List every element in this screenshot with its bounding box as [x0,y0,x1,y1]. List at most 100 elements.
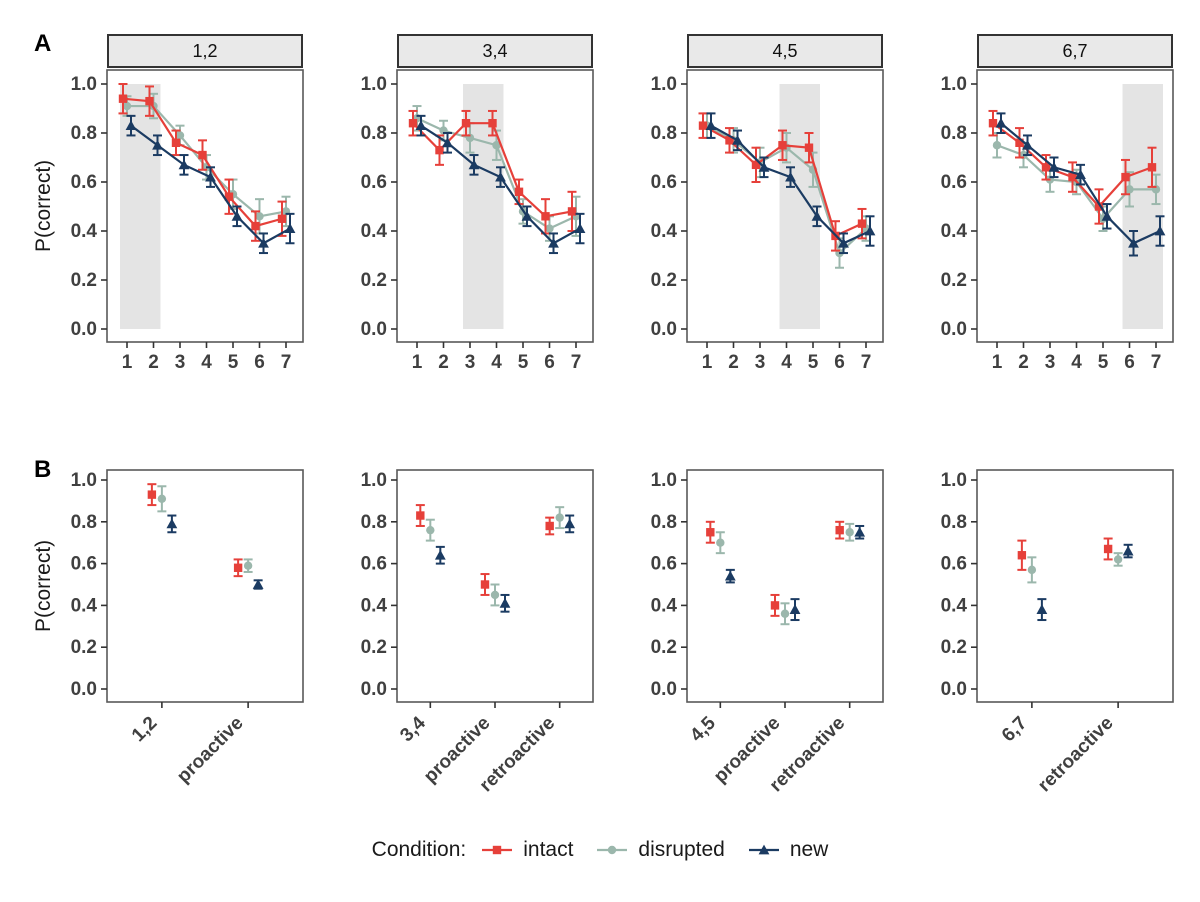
y-tick-label: 1.0 [71,74,97,95]
triangle-marker [854,526,866,537]
circle-marker [1125,185,1134,194]
triangle-marker [468,159,480,170]
x-tick-label: 1 [412,352,423,373]
circle-marker [1113,555,1123,564]
triangle-marker [564,518,576,529]
x-tick-label: 2 [728,352,739,373]
x-tick-label: 5 [1098,352,1109,373]
legend-title: Condition: [371,838,467,861]
series-intact [118,83,287,242]
x-tick-label: 1 [122,352,133,373]
triangle-marker [785,171,796,182]
triangle-marker [442,137,453,148]
square-marker [118,94,128,103]
y-tick-label: 0.0 [941,679,967,700]
series-new [995,112,1166,257]
triangle-marker [521,210,533,221]
y-tick-label: 0.6 [361,172,387,193]
series-intact [988,109,1157,225]
x-tick-label: 5 [228,352,239,373]
y-tick-label: 0.4 [941,221,968,242]
y-tick-label: 0.8 [941,123,967,144]
square-marker [1015,138,1024,147]
square-marker [1041,163,1051,172]
triangle-marker [434,549,446,560]
square-marker [493,845,502,855]
y-tick-label: 0.0 [651,319,677,340]
y-tick-label: 1.0 [651,74,677,95]
square-marker [233,563,243,572]
triangle-marker [152,139,163,150]
square-marker [751,160,761,170]
circle-marker [555,513,564,522]
y-tick-label: 0.8 [941,512,967,533]
y-tick-label: 0.4 [71,221,98,242]
triangle-marker [495,171,506,182]
y-tick-label: 0.8 [71,123,97,144]
y-tick-label: 0.4 [71,595,98,616]
square-marker [835,525,844,535]
triangle-marker [166,518,178,529]
panel-a-4,5: 0.0 0.2 0.4 0.6 0.8 1.0 1 2 3 4 5 6 7 [651,69,884,373]
legend-item-label: disrupted [638,838,725,861]
y-tick-label: 0.0 [361,319,387,340]
square-marker [514,187,524,196]
square-marker [145,96,154,106]
facet-strip-label: 6,7 [1062,40,1088,61]
y-tick-label: 0.2 [71,637,97,658]
square-marker [277,214,287,223]
y-tick-label: 0.6 [941,554,967,575]
x-tick-label: 7 [861,352,872,373]
y-tick-label: 0.8 [71,512,97,533]
series-new [1036,543,1134,622]
triangle-marker [705,120,717,131]
legend-item-disrupted: disrupted [595,838,725,862]
square-marker [416,511,425,520]
circle-marker [1027,565,1037,575]
triangle-marker [1122,545,1134,556]
legend-item-new: new [747,838,828,862]
x-tick-label: 6 [1124,352,1135,373]
y-tick-label: 0.6 [71,554,97,575]
x-tick-label: 5 [808,352,819,373]
circle-marker [780,609,790,618]
triangle-marker [864,225,876,236]
circle-marker [122,101,132,111]
triangle-marker [1075,169,1086,180]
x-tick-label: 3 [465,352,476,373]
x-tick-label: 7 [1151,352,1162,373]
triangle-marker [1048,161,1060,172]
square-marker [408,119,418,128]
panel-border [106,69,304,343]
triangle-marker [1154,225,1166,236]
y-tick-label: 0.8 [361,123,387,144]
circle-marker [716,538,725,547]
panel-b-3,4: 0.00.20.40.60.81.03,4proactiveretroactiv… [361,469,594,796]
square-marker [198,150,207,160]
series-intact [705,520,845,617]
new-key-icon [748,844,779,855]
y-tick-label: 1.0 [651,470,677,491]
series-disrupted [1027,552,1123,584]
circle-marker [426,525,435,535]
panel-b-1,2: 0.0 0.2 0.4 0.6 0.8 1.0 1,2 proactive [71,469,304,787]
series-new [724,524,866,622]
square-marker [461,119,471,128]
y-tick-label: 1.0 [361,470,387,491]
legend-item-label: intact [523,838,574,861]
y-tick-label: 0.4 [361,595,388,616]
square-marker [778,141,787,150]
circle-marker [608,845,617,855]
triangle-marker [811,210,823,221]
x-tick-label: 4 [201,352,212,373]
y-tick-label: 0.2 [361,637,387,658]
square-marker [251,221,260,231]
y-tick-label: 0.6 [71,172,97,193]
legend-items: intact disrupted new [480,838,828,862]
circle-marker [157,494,167,504]
square-marker [698,121,708,130]
triangle-marker [205,171,216,182]
triangle-marker [724,570,736,581]
triangle-marker [125,120,137,131]
